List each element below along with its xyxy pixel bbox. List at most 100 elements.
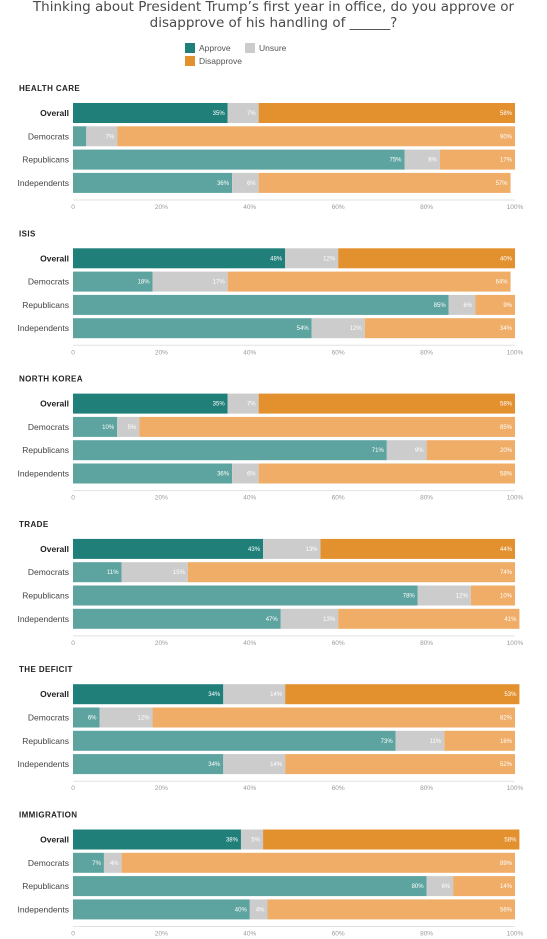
tick-label-north-korea-0: 0 (71, 495, 75, 502)
bar-disapprove-north-korea-overall (258, 393, 515, 414)
bar-disapprove-health-care-democrats (117, 126, 515, 147)
bar-disapprove-health-care-republicans (439, 149, 515, 170)
tick-label-health-care-2: 40% (243, 204, 256, 211)
bar-unsure-immigration-independents (249, 899, 268, 920)
bar-label-approve-the-deficit-democrats: 6% (88, 716, 97, 722)
tick-label-north-korea-3: 60% (332, 495, 345, 502)
bar-approve-isis-independents (73, 318, 312, 339)
bar-label-approve-immigration-republicans: 80% (412, 884, 425, 890)
bar-approve-immigration-republicans (73, 876, 427, 897)
bar-label-disapprove-health-care-independents: 57% (496, 181, 509, 187)
row-label-north-korea-independents: Independents (17, 469, 69, 479)
bar-disapprove-health-care-independents (258, 172, 511, 193)
tick-label-immigration-1: 20% (155, 931, 168, 938)
bar-unsure-isis-independents (311, 318, 365, 339)
bar-approve-immigration-democrats (73, 852, 104, 873)
bar-approve-isis-republicans (73, 294, 449, 315)
bar-label-approve-north-korea-overall: 35% (213, 402, 226, 408)
row-label-isis-republicans: Republicans (22, 300, 69, 310)
tick-label-health-care-0: 0 (71, 204, 75, 211)
bar-label-disapprove-isis-overall: 40% (500, 256, 513, 262)
bar-label-approve-isis-republicans: 85% (434, 303, 447, 309)
bar-approve-the-deficit-overall (73, 684, 224, 705)
bar-label-disapprove-immigration-republicans: 14% (500, 884, 513, 890)
row-label-trade-independents: Independents (17, 614, 69, 624)
bar-label-approve-health-care-overall: 35% (213, 111, 226, 117)
bar-label-unsure-health-care-republicans: 8% (428, 158, 437, 164)
bar-approve-the-deficit-independents (73, 754, 224, 775)
tick-label-isis-2: 40% (243, 349, 256, 356)
panel-north-korea: NORTH KOREA Overall 35% 7% 58% Democrats 10% 5%… (17, 375, 523, 502)
bar-label-approve-trade-independents: 47% (266, 617, 279, 623)
bar-label-approve-health-care-republicans: 75% (389, 158, 402, 164)
bar-unsure-north-korea-overall (227, 393, 259, 414)
row-label-trade-republicans: Republicans (22, 591, 69, 601)
bar-unsure-the-deficit-republicans (395, 730, 445, 751)
panel-health-care: HEALTH CARE Overall 35% 7% 58% Democrats 7% 90%… (17, 84, 523, 211)
bar-label-disapprove-immigration-overall: 58% (504, 838, 517, 844)
bar-label-unsure-immigration-overall: 5% (251, 838, 260, 844)
bar-approve-north-korea-independents (73, 463, 233, 484)
bar-disapprove-health-care-overall (258, 103, 515, 123)
bar-unsure-the-deficit-overall (223, 684, 286, 705)
bar-label-disapprove-health-care-republicans: 17% (500, 158, 513, 164)
bar-unsure-isis-republicans (448, 294, 476, 315)
tick-label-the-deficit-3: 60% (332, 785, 345, 792)
bar-approve-trade-independents (73, 608, 281, 629)
bar-unsure-health-care-independents (232, 172, 259, 193)
bar-label-unsure-the-deficit-overall: 14% (270, 692, 283, 698)
tick-label-trade-2: 40% (243, 640, 256, 647)
bar-label-unsure-trade-overall: 13% (306, 547, 319, 553)
bar-label-approve-immigration-overall: 38% (226, 838, 239, 844)
panel-title-trade: TRADE (19, 520, 49, 529)
tick-label-health-care-3: 60% (332, 204, 345, 211)
legend-swatch-approve (185, 43, 195, 53)
bar-disapprove-isis-democrats (227, 271, 511, 292)
bar-disapprove-trade-overall (320, 538, 515, 559)
bar-label-unsure-north-korea-democrats: 5% (128, 425, 137, 431)
bar-label-approve-the-deficit-overall: 34% (208, 692, 221, 698)
bar-label-unsure-north-korea-republicans: 9% (415, 448, 424, 454)
bar-approve-trade-overall (73, 538, 264, 559)
bar-approve-health-care-overall (73, 103, 228, 123)
bar-disapprove-isis-overall (338, 248, 515, 269)
bar-label-disapprove-north-korea-independents: 58% (500, 472, 513, 478)
bar-label-disapprove-trade-overall: 44% (500, 547, 513, 553)
bar-label-disapprove-north-korea-republicans: 20% (500, 448, 513, 454)
tick-label-trade-5: 100% (507, 640, 524, 647)
bar-unsure-trade-democrats (121, 562, 188, 583)
tick-label-health-care-4: 80% (420, 204, 433, 211)
bar-approve-isis-overall (73, 248, 286, 269)
bar-unsure-the-deficit-independents (223, 754, 286, 775)
bar-label-unsure-north-korea-independents: 6% (247, 472, 256, 478)
bar-label-unsure-isis-overall: 12% (323, 256, 336, 262)
tick-label-isis-1: 20% (155, 349, 168, 356)
tick-label-the-deficit-4: 80% (420, 785, 433, 792)
bar-unsure-trade-independents (280, 608, 339, 629)
bar-label-unsure-trade-republicans: 12% (456, 594, 469, 600)
tick-label-health-care-5: 100% (507, 204, 524, 211)
bar-label-disapprove-health-care-democrats: 90% (500, 134, 513, 140)
bar-label-disapprove-trade-independents: 41% (504, 617, 517, 623)
panel-the-deficit: THE DEFICIT Overall 34% 14% 53% Democrats 6% 12… (17, 665, 523, 792)
bar-label-unsure-trade-democrats: 15% (173, 570, 186, 576)
bar-label-disapprove-immigration-democrats: 89% (500, 861, 513, 867)
bar-approve-trade-democrats (73, 562, 122, 583)
tick-label-immigration-0: 0 (71, 931, 75, 938)
tick-label-trade-4: 80% (420, 640, 433, 647)
row-label-health-care-republicans: Republicans (22, 155, 69, 165)
row-label-north-korea-republicans: Republicans (22, 445, 69, 455)
tick-label-north-korea-5: 100% (507, 495, 524, 502)
bar-unsure-health-care-overall (227, 103, 259, 123)
bar-label-approve-the-deficit-republicans: 73% (381, 739, 394, 745)
bar-label-unsure-health-care-overall: 7% (247, 111, 256, 117)
tick-label-health-care-1: 20% (155, 204, 168, 211)
bar-label-unsure-immigration-republicans: 6% (441, 884, 450, 890)
bar-approve-isis-democrats (73, 271, 153, 292)
bar-unsure-immigration-democrats (103, 852, 122, 873)
bar-label-unsure-isis-republicans: 6% (464, 303, 473, 309)
bar-label-unsure-north-korea-overall: 7% (247, 402, 256, 408)
panel-title-the-deficit: THE DEFICIT (19, 665, 73, 674)
